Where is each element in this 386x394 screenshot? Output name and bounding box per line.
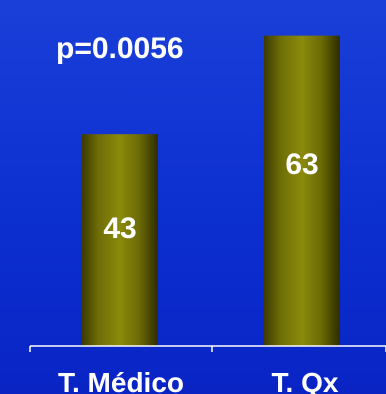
bar-1: [82, 134, 158, 346]
data-label-1: 43: [103, 212, 136, 245]
data-label-2: 63: [285, 148, 318, 181]
category-label-1: T. Médico: [58, 367, 184, 394]
bar-2: [264, 35, 340, 346]
p-value-annotation: p=0.0056: [56, 32, 184, 65]
x-axis: [29, 345, 386, 352]
labels-group: 43 T. Médico 63 T. Qx: [58, 148, 339, 394]
category-label-2: T. Qx: [272, 367, 339, 394]
bars-group: [82, 35, 340, 346]
